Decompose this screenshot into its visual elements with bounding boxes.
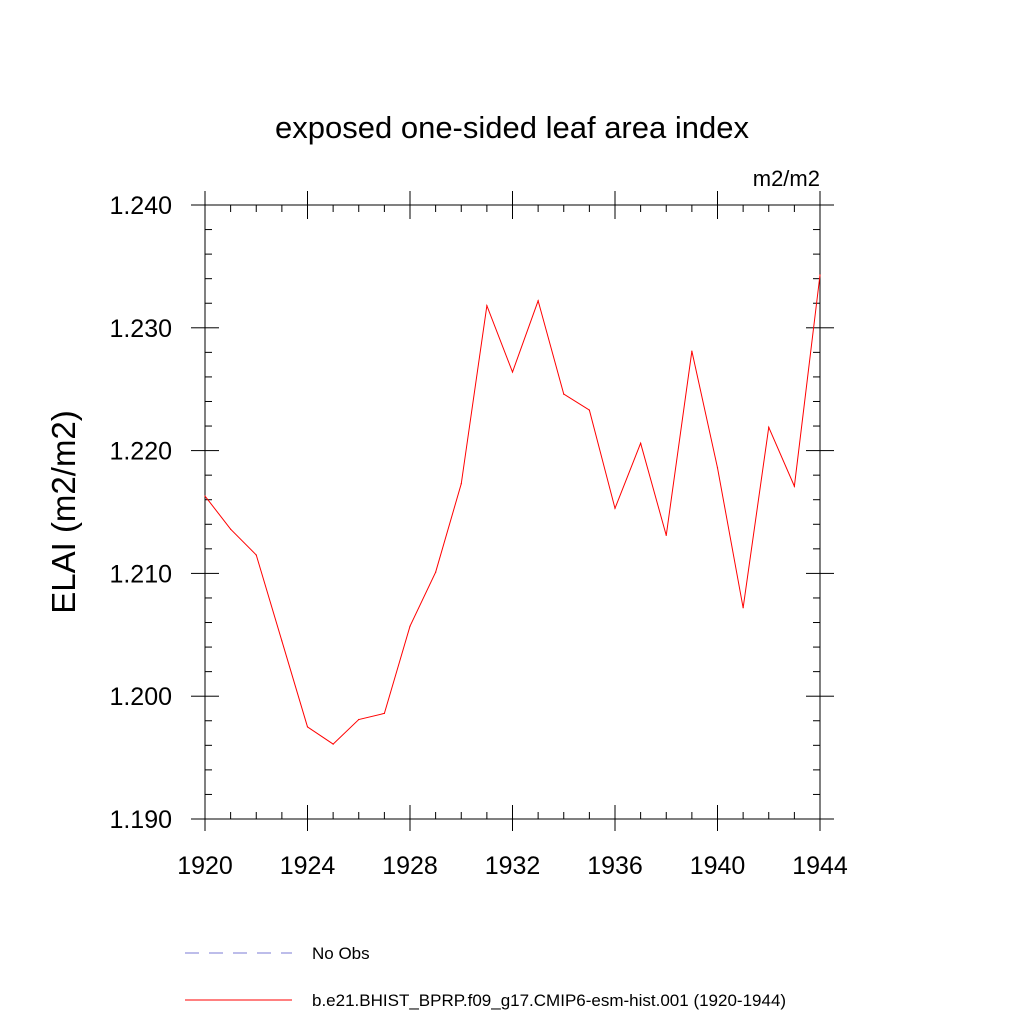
data-point bbox=[793, 485, 795, 487]
series-layer bbox=[204, 274, 821, 745]
data-point bbox=[614, 507, 616, 509]
y-tick-label: 1.210 bbox=[109, 560, 172, 588]
y-tick-label: 1.220 bbox=[109, 438, 172, 466]
y-tick-label: 1.200 bbox=[109, 683, 172, 711]
series-line-1 bbox=[204, 274, 821, 745]
x-tick-label: 1936 bbox=[587, 852, 643, 880]
data-point bbox=[435, 571, 437, 573]
data-point bbox=[332, 743, 334, 745]
data-point bbox=[281, 640, 283, 642]
data-point bbox=[716, 467, 719, 469]
data-point bbox=[383, 712, 385, 714]
x-tick-label: 1940 bbox=[690, 852, 746, 880]
legend: No Obs b.e21.BHIST_BPRP.f09_g17.CMIP6-esm… bbox=[185, 944, 786, 1010]
data-point bbox=[511, 371, 514, 373]
axis-ticks: 1920 1924 1928 1932 1936 1940 1944 1.190 1.200 1.… bbox=[109, 191, 848, 880]
plot-frame bbox=[204, 204, 821, 820]
x-tick-label: 1928 bbox=[382, 852, 438, 880]
data-point bbox=[691, 350, 693, 352]
data-point bbox=[409, 625, 411, 627]
data-point bbox=[486, 305, 488, 307]
y-axis-label: ELAI (m2/m2) bbox=[45, 410, 82, 614]
y-tick-label: 1.240 bbox=[109, 192, 172, 220]
data-point bbox=[665, 534, 667, 536]
data-point bbox=[358, 718, 360, 721]
x-tick-label: 1924 bbox=[280, 852, 336, 880]
data-point bbox=[563, 393, 565, 395]
data-point bbox=[819, 274, 821, 276]
data-point bbox=[204, 495, 206, 497]
data-point bbox=[460, 483, 462, 485]
data-point bbox=[640, 442, 642, 444]
x-tick-label: 1932 bbox=[485, 852, 541, 880]
legend-label-1: b.e21.BHIST_BPRP.f09_g17.CMIP6-esm-hist.… bbox=[312, 991, 786, 1010]
x-tick-label: 1944 bbox=[792, 852, 848, 880]
data-point bbox=[742, 607, 744, 609]
legend-label-0: No Obs bbox=[312, 944, 370, 963]
x-tick-label: 1920 bbox=[177, 852, 233, 880]
chart-title: exposed one-sided leaf area index bbox=[275, 110, 749, 145]
y-tick-label: 1.230 bbox=[109, 315, 172, 343]
data-point bbox=[255, 554, 257, 556]
y-tick-label: 1.190 bbox=[109, 806, 172, 834]
data-point bbox=[768, 426, 770, 428]
data-point bbox=[230, 528, 232, 530]
data-point bbox=[588, 409, 590, 411]
units-label: m2/m2 bbox=[753, 166, 820, 191]
data-point bbox=[537, 300, 539, 302]
data-point bbox=[306, 726, 309, 728]
